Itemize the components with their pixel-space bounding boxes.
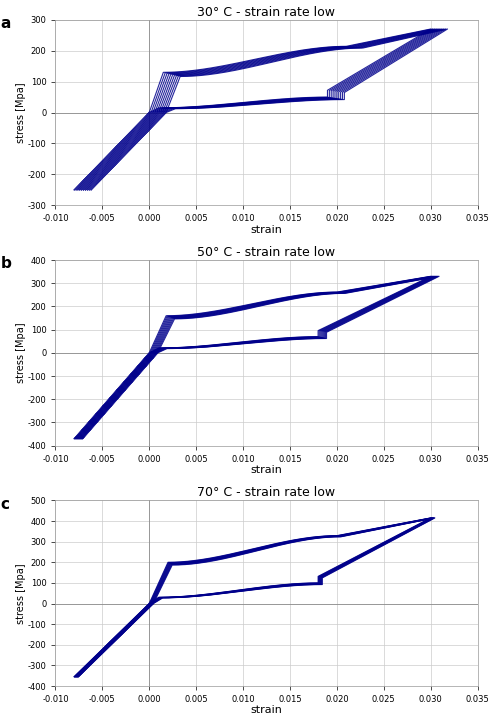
Title: 70° C - strain rate low: 70° C - strain rate low (198, 486, 336, 499)
Text: c: c (0, 497, 9, 512)
X-axis label: strain: strain (250, 465, 283, 475)
Y-axis label: stress [Mpa]: stress [Mpa] (16, 563, 26, 624)
Y-axis label: stress [Mpa]: stress [Mpa] (16, 82, 26, 143)
Title: 50° C - strain rate low: 50° C - strain rate low (198, 246, 336, 259)
Text: b: b (0, 257, 11, 271)
X-axis label: strain: strain (250, 705, 283, 715)
Title: 30° C - strain rate low: 30° C - strain rate low (198, 6, 336, 19)
X-axis label: strain: strain (250, 225, 283, 235)
Y-axis label: stress [Mpa]: stress [Mpa] (16, 322, 26, 383)
Text: a: a (0, 16, 11, 31)
